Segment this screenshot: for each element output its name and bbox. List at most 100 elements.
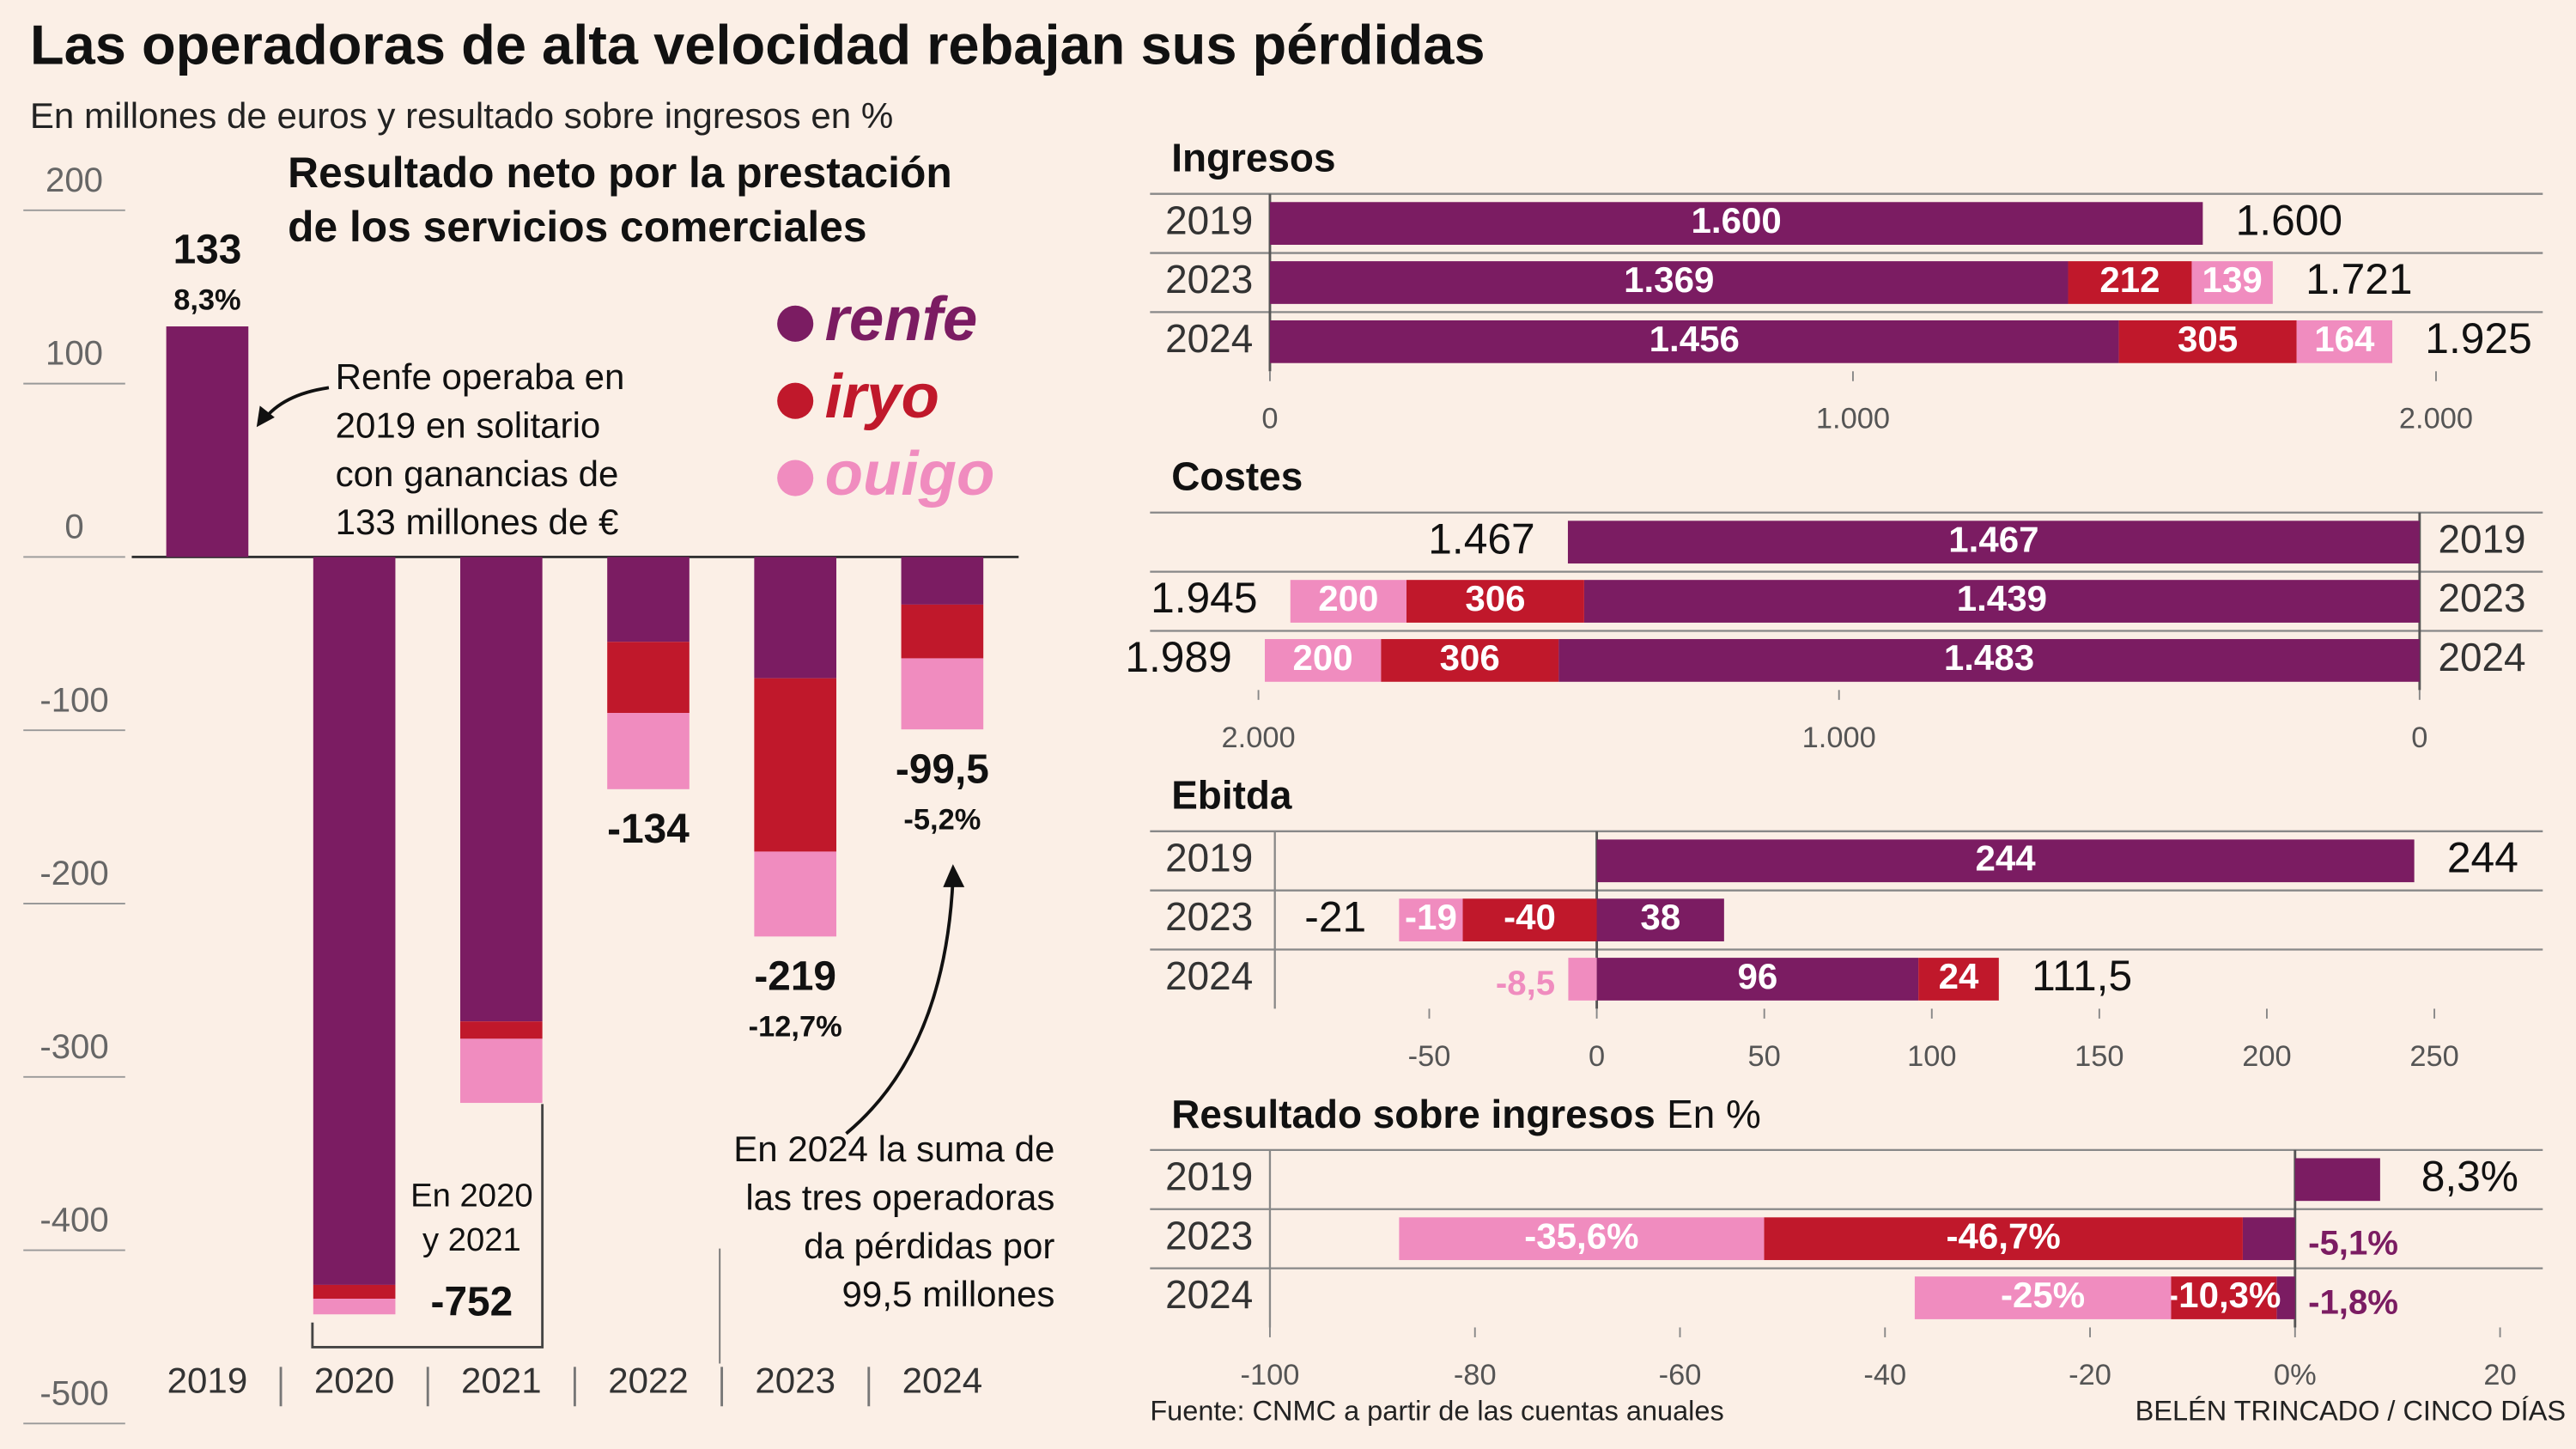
x-tick-label: 100 <box>1907 1040 1956 1073</box>
pct-label: 8,3% <box>173 283 240 316</box>
legend-swatch <box>777 305 814 342</box>
total-label: 1.989 <box>1125 633 1231 681</box>
category-label: 2023 <box>2438 575 2525 620</box>
annotation: y 2021 <box>422 1221 521 1258</box>
category-label: 2019 <box>1165 1154 1253 1198</box>
annotation: las tres operadoras <box>745 1177 1054 1217</box>
bar-segment <box>2296 320 2393 363</box>
bar-segment <box>754 851 837 937</box>
category-label: 2023 <box>1165 1213 1253 1257</box>
x-tick-label: -100 <box>1241 1359 1300 1391</box>
x-tick-label: 50 <box>1748 1040 1781 1073</box>
category-label: 2023 <box>1165 894 1253 939</box>
annotation-total: -752 <box>431 1279 513 1324</box>
annotation: da pérdidas por <box>804 1226 1054 1266</box>
bar-segment <box>1269 261 2069 304</box>
y-tick-label: 0 <box>64 507 83 545</box>
panel-title: Costes <box>1171 454 1303 499</box>
total-label: 111,5 <box>2032 952 2132 1000</box>
x-tick-label: 2.000 <box>1222 721 1296 754</box>
value-label: -40 <box>1504 897 1556 937</box>
y-tick-label: -200 <box>39 854 108 892</box>
category-label: 2023 <box>1165 257 1253 301</box>
bar-segment <box>2118 320 2297 363</box>
arrow-head <box>943 864 965 887</box>
bar-segment <box>460 1038 543 1104</box>
bar-segment <box>1406 580 1584 623</box>
bar-segment <box>1583 580 2420 623</box>
total-label: -21 <box>1304 892 1366 941</box>
bar-segment <box>460 557 543 1022</box>
value-label: 1.456 <box>1649 319 1740 359</box>
bar-segment <box>607 642 690 714</box>
x-tick-label: 20 <box>2483 1359 2516 1391</box>
bar-segment <box>1265 639 1382 682</box>
bar-segment <box>166 326 249 557</box>
bar-segment <box>901 557 984 605</box>
annotation: En 2020 <box>410 1177 533 1214</box>
y-tick-label: -100 <box>39 680 108 719</box>
x-tick-label: 0 <box>1261 403 1278 435</box>
bar-segment <box>2242 1217 2295 1261</box>
x-tick-label: 2020 <box>314 1361 395 1401</box>
bar-segment <box>1596 898 1724 941</box>
bar-segment <box>901 604 984 659</box>
value-label: 200 <box>1293 637 1353 678</box>
bar-segment <box>607 557 690 642</box>
value-label: -25% <box>2001 1275 2085 1315</box>
total-label: -219 <box>754 954 836 1000</box>
x-tick-label: 2.000 <box>2399 403 2473 435</box>
value-label: -46,7% <box>1947 1215 2061 1256</box>
x-tick-label: 0 <box>2411 721 2427 754</box>
bar-segment <box>607 713 690 789</box>
bar-segment <box>1462 898 1597 941</box>
annotation: 133 millones de € <box>336 502 619 542</box>
value-label: -5,1% <box>2308 1223 2398 1262</box>
chart-title: Resultado neto por la prestación <box>288 149 952 197</box>
value-label: 38 <box>1640 897 1680 937</box>
y-tick-label: -300 <box>39 1027 108 1066</box>
legend-label: iryo <box>825 362 939 431</box>
value-label: 306 <box>1440 637 1500 678</box>
bar-segment <box>313 557 396 1285</box>
pct-label: -12,7% <box>749 1011 842 1044</box>
x-tick-label: 0% <box>2274 1359 2317 1391</box>
value-label: 1.369 <box>1624 259 1714 300</box>
bar-segment <box>2294 1158 2380 1202</box>
annotation: En 2024 la suma de <box>733 1129 1054 1169</box>
x-tick-label: -40 <box>1863 1359 1906 1391</box>
value-label: 8,3% <box>2421 1152 2518 1200</box>
x-tick-label: -50 <box>1408 1040 1451 1073</box>
x-tick-label: -20 <box>2069 1359 2111 1391</box>
x-tick-label: 150 <box>2075 1040 2123 1073</box>
value-label: -19 <box>1405 897 1457 937</box>
bar-segment <box>754 678 837 852</box>
total-label: 1.945 <box>1151 574 1257 622</box>
bar-segment <box>1399 1217 1765 1261</box>
value-label: 244 <box>1976 837 2037 878</box>
x-tick-label: 1.000 <box>1816 403 1890 435</box>
value-label: 1.467 <box>1948 519 2038 559</box>
value-label: 139 <box>2202 259 2263 300</box>
category-label: 2024 <box>2438 635 2525 679</box>
annotation: 99,5 millones <box>842 1274 1055 1314</box>
category-label: 2024 <box>1165 316 1253 361</box>
category-label: 2019 <box>1165 198 1253 242</box>
bar-segment <box>1914 1276 2172 1319</box>
pct-label: -5,2% <box>903 803 981 836</box>
annotation-arrow <box>845 879 955 1135</box>
value-label: 200 <box>1318 578 1378 618</box>
bar-segment <box>754 557 837 679</box>
panel-title: Ingresos <box>1171 136 1335 180</box>
title: Las operadoras de alta velocidad rebajan… <box>30 14 1485 76</box>
bar-segment <box>1596 958 1919 1001</box>
x-tick-label: 2019 <box>167 1361 248 1401</box>
y-tick-label: 200 <box>46 161 103 199</box>
y-tick-label: 100 <box>46 334 103 373</box>
value-label: -1,8% <box>2308 1282 2398 1321</box>
bar-segment <box>901 658 984 730</box>
bar-segment <box>1381 639 1559 682</box>
bar-segment <box>2276 1276 2295 1319</box>
bracket <box>311 1104 544 1349</box>
